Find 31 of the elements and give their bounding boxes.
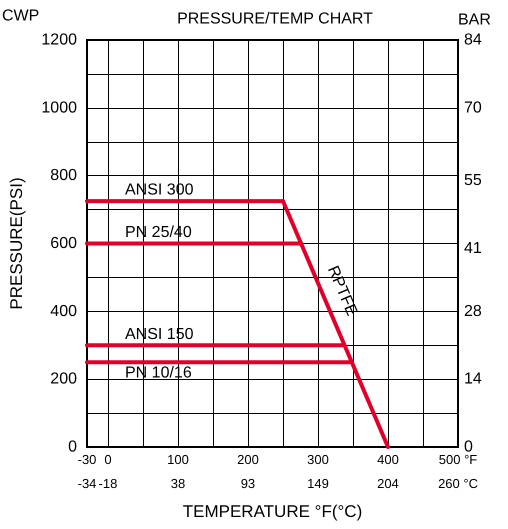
x2-tick-label: 93 [240, 476, 256, 491]
y-tick-label: 1200 [41, 32, 78, 48]
y2-tick-label: 41 [464, 240, 482, 257]
y2-tick-label: 28 [464, 302, 482, 320]
x-axis-title: TEMPERATURE °F(°C) [182, 502, 362, 521]
y2-tick-label: 14 [464, 370, 482, 388]
x-tick-label: -30 [78, 452, 96, 467]
chart-title: PRESSURE/TEMP CHART [177, 10, 374, 28]
y-axis-title: PRESSURE(PSI) [7, 177, 26, 310]
y-tick-label: 0 [68, 438, 78, 456]
y2-axis-title: BAR [458, 12, 491, 28]
y-tick-label: 200 [50, 370, 78, 388]
y-tick-label: 1000 [41, 99, 78, 116]
x2-tick-label: 38 [170, 476, 186, 491]
y2-tick-label: 55 [464, 172, 482, 190]
x2-tick-label: -34 [78, 476, 96, 491]
x2-tick-label: 204 [377, 476, 399, 491]
y2-tick-label: 70 [464, 99, 482, 116]
y-tick-label: 400 [50, 302, 78, 320]
x-tick-label: 400 [377, 452, 399, 467]
x-tick-label: 200 [237, 452, 259, 467]
x2-tick-label: 260 °C [438, 476, 478, 491]
y-tick-label: 600 [50, 235, 78, 252]
x-tick-label: 300 [307, 452, 329, 467]
x2-tick-label: -18 [98, 476, 118, 491]
x-tick-label: 100 [167, 452, 189, 467]
y-tick-label: 800 [50, 167, 78, 184]
x-tick-label: 0 [104, 452, 112, 467]
text: CWP [2, 8, 40, 24]
y2-tick-label: 84 [464, 32, 482, 48]
x2-tick-label: 149 [307, 476, 329, 491]
